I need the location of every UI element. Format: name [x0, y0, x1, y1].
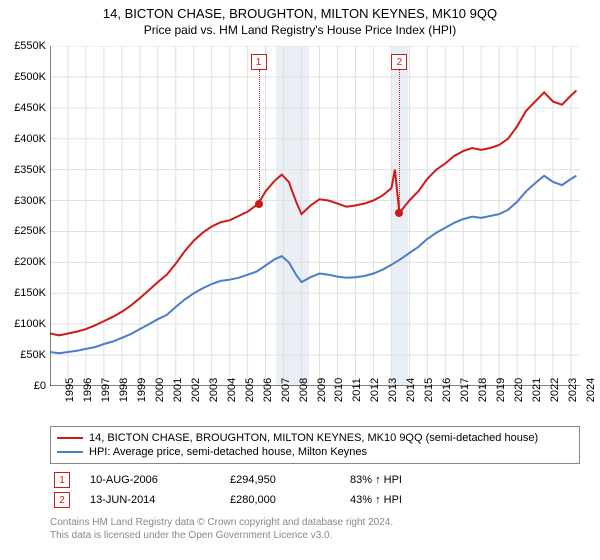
y-tick-label: £50K: [20, 349, 46, 361]
sale-date: 10-AUG-2006: [90, 474, 210, 486]
attribution-line: This data is licensed under the Open Gov…: [50, 529, 580, 542]
chart-title: 14, BICTON CHASE, BROUGHTON, MILTON KEYN…: [0, 0, 600, 21]
y-tick-label: £150K: [14, 287, 46, 299]
y-tick-label: £250K: [14, 225, 46, 237]
sale-marker-label: 2: [391, 54, 407, 70]
y-tick-label: £350K: [14, 164, 46, 176]
x-tick-label: 2024: [571, 378, 597, 402]
legend-swatch: [57, 451, 83, 453]
legend-label: 14, BICTON CHASE, BROUGHTON, MILTON KEYN…: [89, 432, 538, 444]
line-chart-svg: [50, 46, 580, 386]
y-tick-label: £500K: [14, 71, 46, 83]
y-tick-label: £300K: [14, 195, 46, 207]
legend-box: 14, BICTON CHASE, BROUGHTON, MILTON KEYN…: [50, 426, 580, 464]
sale-marker-line: [259, 70, 260, 204]
attribution-block: Contains HM Land Registry data © Crown c…: [50, 516, 580, 542]
legend-swatch: [57, 437, 83, 439]
legend-item: 14, BICTON CHASE, BROUGHTON, MILTON KEYN…: [57, 431, 573, 445]
y-tick-label: £450K: [14, 102, 46, 114]
sale-date: 13-JUN-2014: [90, 494, 210, 506]
attribution-line: Contains HM Land Registry data © Crown c…: [50, 516, 580, 529]
legend-label: HPI: Average price, semi-detached house,…: [89, 446, 367, 458]
y-tick-label: £200K: [14, 256, 46, 268]
sale-marker-label: 1: [251, 54, 267, 70]
sale-index-badge: 2: [54, 492, 70, 508]
y-tick-label: £550K: [14, 40, 46, 52]
sale-row: 1 10-AUG-2006 £294,950 83% ↑ HPI: [50, 470, 580, 490]
series-hpi: [50, 176, 576, 353]
chart-area: £0£50K£100K£150K£200K£250K£300K£350K£400…: [50, 46, 580, 386]
sale-row: 2 13-JUN-2014 £280,000 43% ↑ HPI: [50, 490, 580, 510]
legend-item: HPI: Average price, semi-detached house,…: [57, 445, 573, 459]
sale-price: £280,000: [230, 494, 330, 506]
sale-hpi: 43% ↑ HPI: [350, 494, 470, 506]
series-property: [50, 91, 576, 336]
sale-index-badge: 1: [54, 472, 70, 488]
sale-price: £294,950: [230, 474, 330, 486]
sale-marker-dot: [255, 200, 263, 208]
sale-marker-dot: [395, 209, 403, 217]
sale-marker-line: [399, 70, 400, 213]
sales-list: 1 10-AUG-2006 £294,950 83% ↑ HPI 2 13-JUN-201…: [50, 470, 580, 510]
y-tick-label: £0: [34, 380, 46, 392]
y-tick-label: £100K: [14, 318, 46, 330]
chart-subtitle: Price paid vs. HM Land Registry's House …: [0, 23, 600, 37]
sale-hpi: 83% ↑ HPI: [350, 474, 470, 486]
figure-container: 14, BICTON CHASE, BROUGHTON, MILTON KEYN…: [0, 0, 600, 560]
y-tick-label: £400K: [14, 133, 46, 145]
